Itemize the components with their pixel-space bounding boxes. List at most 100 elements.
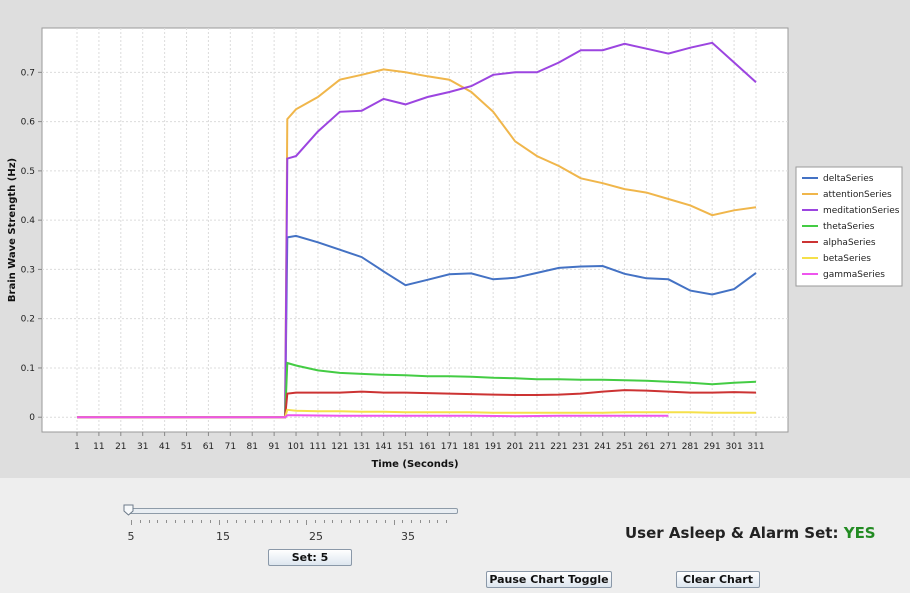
- slider-tick: [218, 520, 220, 525]
- x-tick-label: 311: [747, 442, 764, 452]
- slider-tick: [148, 520, 150, 523]
- legend-label-deltaSeries: deltaSeries: [823, 174, 874, 184]
- slider-tick: [271, 520, 272, 523]
- slider-tick: [402, 520, 404, 523]
- slider-tick: [419, 520, 421, 523]
- slider-tick: [411, 520, 412, 523]
- slider-tick: [139, 520, 141, 523]
- x-tick-label: 91: [268, 442, 279, 452]
- slider-tick: [314, 520, 316, 523]
- slider-tick: [349, 520, 351, 523]
- legend-label-attentionSeries: attentionSeries: [823, 190, 892, 200]
- series-line-betaSeries: [77, 408, 756, 419]
- slider-tick: [384, 520, 386, 523]
- slider-tick: [288, 520, 290, 523]
- x-tick-label: 171: [441, 442, 458, 452]
- slider-tick: [446, 520, 447, 523]
- x-tick-label: 281: [682, 442, 699, 452]
- slider-tick: [367, 520, 369, 523]
- y-tick-label: 0.4: [21, 216, 36, 226]
- x-tick-label: 261: [638, 442, 655, 452]
- y-tick-label: 0.2: [21, 315, 35, 325]
- x-tick-label: 161: [419, 442, 436, 452]
- x-tick-label: 241: [594, 442, 611, 452]
- x-tick-label: 201: [506, 442, 523, 452]
- legend-label-meditationSeries: meditationSeries: [823, 206, 900, 216]
- series-line-alphaSeries: [77, 389, 757, 419]
- series-line-meditationSeries: [77, 41, 757, 419]
- x-tick-label: 101: [287, 442, 304, 452]
- x-tick-label: 141: [375, 442, 392, 452]
- alarm-status: User Asleep & Alarm Set: YES: [625, 524, 876, 542]
- legend-label-thetaSeries: thetaSeries: [823, 222, 875, 232]
- series-line-thetaSeries: [77, 361, 757, 419]
- grid: [42, 28, 788, 432]
- y-tick-label: 0.3: [21, 265, 35, 275]
- x-tick-label: 191: [485, 442, 502, 452]
- slider-tick: [262, 520, 264, 523]
- slider-tick: [376, 520, 377, 523]
- slider-tick: [358, 520, 360, 523]
- legend-label-betaSeries: betaSeries: [823, 254, 871, 264]
- y-tick-label: 0.1: [21, 364, 35, 374]
- x-tick-label: 71: [225, 442, 236, 452]
- series-line-deltaSeries: [77, 234, 757, 419]
- x-tick-label: 181: [463, 442, 480, 452]
- y-tick-label: 0: [29, 413, 35, 423]
- slider-tick: [183, 520, 185, 523]
- slider-tick: [209, 520, 211, 523]
- interval-slider-thumb[interactable]: [123, 504, 134, 516]
- x-tick-label: 81: [246, 442, 257, 452]
- series-line-attentionSeries: [77, 68, 757, 419]
- slider-tick: [236, 520, 237, 523]
- x-tick-label: 41: [159, 442, 170, 452]
- slider-label-35: 35: [401, 530, 415, 543]
- interval-slider-track[interactable]: [128, 508, 458, 514]
- axes: 1 11 21 31 41 51 61 71 81 91 101 111 121 131 141 151 161…: [21, 68, 765, 452]
- slider-tick: [279, 520, 281, 523]
- legend-label-alphaSeries: alphaSeries: [823, 238, 876, 248]
- slider-label-25: 25: [309, 530, 323, 543]
- series-line-gammaSeries: [77, 414, 669, 419]
- slider-tick: [437, 520, 439, 523]
- x-tick-label: 131: [353, 442, 370, 452]
- slider-tick: [244, 520, 246, 523]
- x-tick-label: 61: [203, 442, 214, 452]
- alarm-status-value: YES: [843, 524, 876, 542]
- clear-chart-button[interactable]: Clear Chart: [676, 571, 760, 588]
- chart-panel: 1 11 21 31 41 51 61 71 81 91 101 111 121 131 141 151 161…: [0, 0, 910, 478]
- x-tick-label: 51: [181, 442, 192, 452]
- pause-chart-toggle-button[interactable]: Pause Chart Toggle: [486, 571, 612, 588]
- plot-area: [41, 27, 789, 433]
- x-tick-label: 271: [660, 442, 677, 452]
- slider-tick: [341, 520, 342, 523]
- x-tick-label: 221: [550, 442, 567, 452]
- x-tick-label: 1: [74, 442, 80, 452]
- x-tick-label: 31: [137, 442, 148, 452]
- y-tick-label: 0.5: [21, 167, 35, 177]
- slider-tick: [323, 520, 325, 523]
- x-tick-label: 251: [616, 442, 633, 452]
- brainwave-chart: 1 11 21 31 41 51 61 71 81 91 101 111 121 131 141 151 161…: [7, 27, 903, 470]
- x-tick-label: 121: [331, 442, 348, 452]
- x-tick-label: 21: [115, 442, 126, 452]
- slider-tick: [166, 520, 167, 523]
- set-interval-button[interactable]: Set: 5: [268, 549, 352, 566]
- slider-tick: [393, 520, 395, 525]
- x-tick-label: 211: [528, 442, 545, 452]
- x-axis-title: Time (Seconds): [371, 459, 458, 470]
- slider-tick: [306, 520, 307, 525]
- x-tick-label: 11: [93, 442, 104, 452]
- slider-tick: [174, 520, 176, 523]
- x-tick-label: 301: [726, 442, 743, 452]
- slider-tick: [192, 520, 194, 523]
- legend: deltaSeries attentionSeries meditationSeri…: [795, 166, 903, 287]
- y-tick-label: 0.6: [21, 118, 36, 128]
- series-lines: [77, 41, 757, 419]
- x-tick-label: 111: [309, 442, 326, 452]
- slider-tick: [131, 520, 132, 525]
- slider-label-5: 5: [127, 530, 135, 543]
- slider-tick: [253, 520, 255, 523]
- y-tick-label: 0.7: [21, 68, 35, 78]
- slider-tick: [428, 520, 430, 523]
